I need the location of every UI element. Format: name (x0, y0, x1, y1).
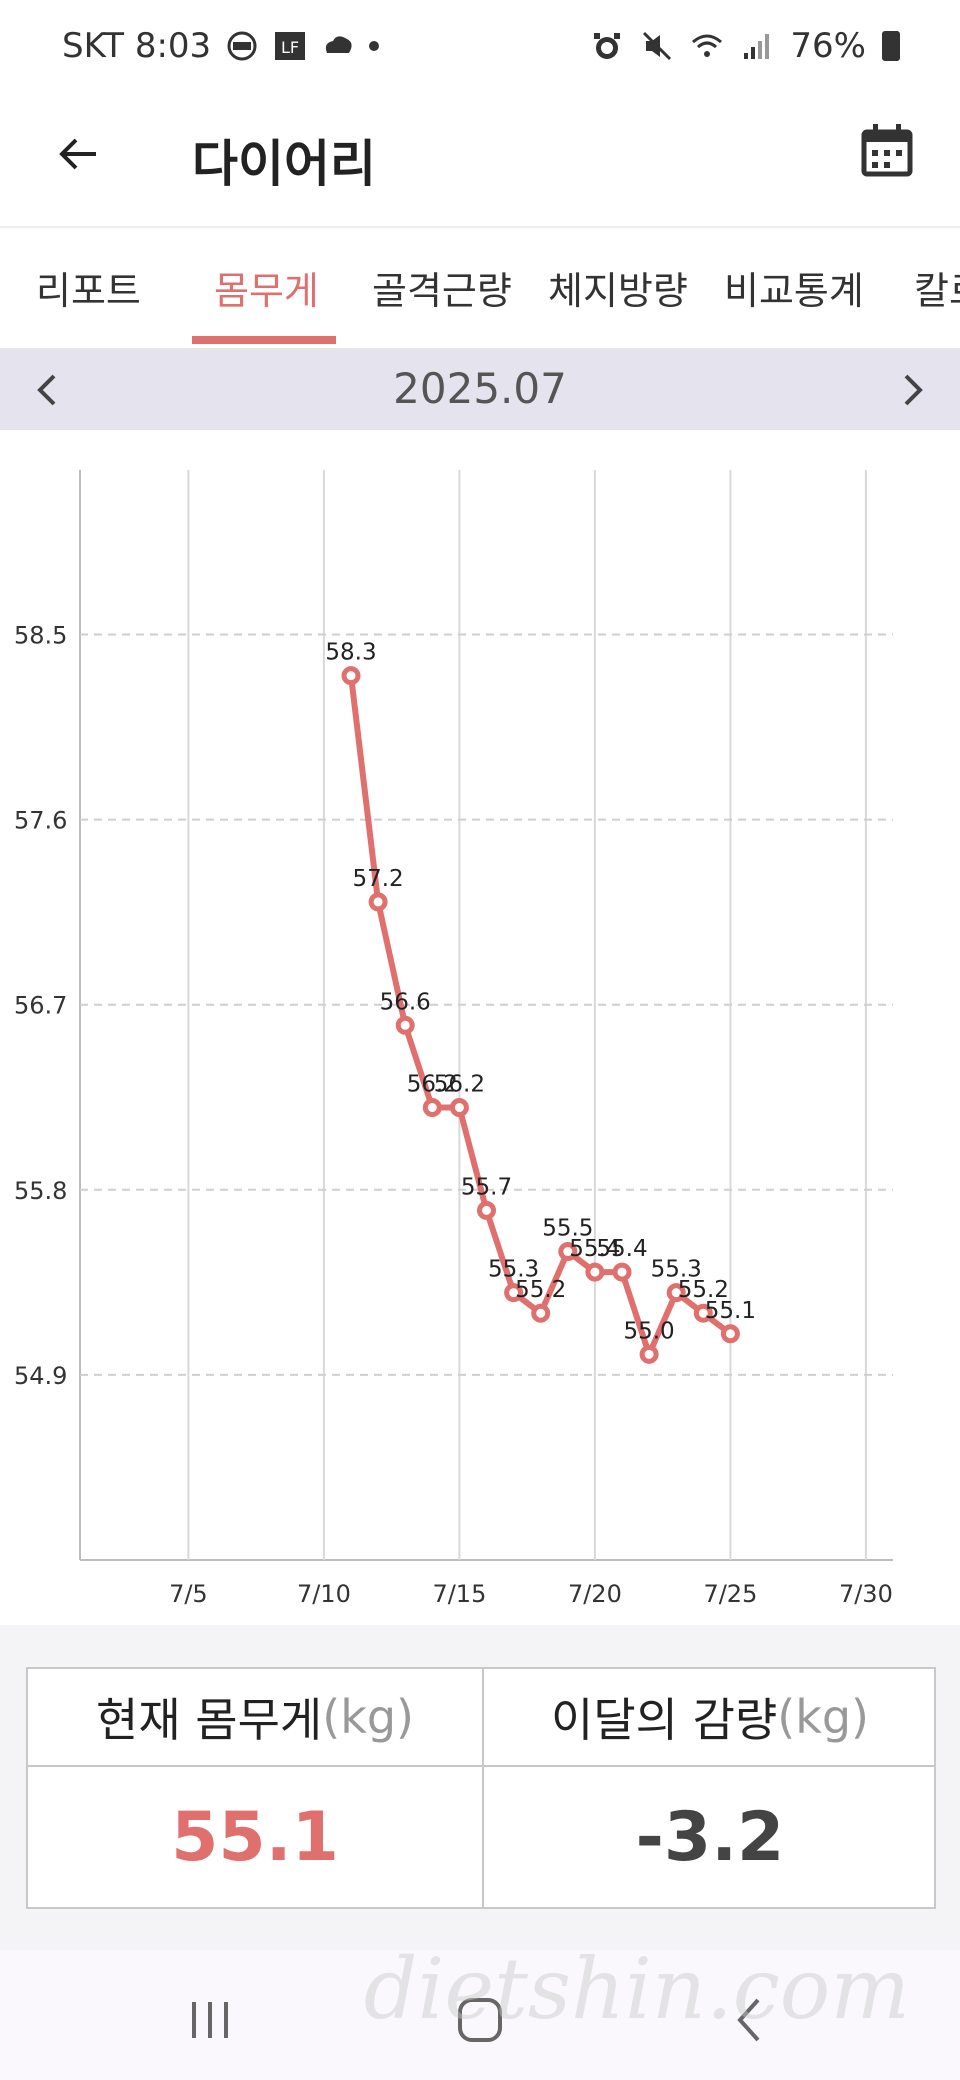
recent-apps-icon[interactable] (180, 1990, 240, 2050)
x-tick-label: 7/5 (169, 1580, 208, 1608)
data-point (477, 1200, 496, 1220)
current-weight-label: 현재 몸무게 (96, 1693, 323, 1747)
cloud-icon (326, 36, 352, 53)
lf-icon: LF (275, 32, 306, 60)
month-label: 2025.07 (393, 364, 567, 413)
data-point (558, 1242, 578, 1262)
data-label: 56.6 (380, 989, 431, 1015)
monthly-loss-column: 이달의 감량 (kg) -3.2 (482, 1669, 936, 1907)
data-label: 55.1 (705, 1298, 756, 1324)
x-tick-label: 7/30 (839, 1580, 893, 1608)
y-tick-label: 57.6 (14, 807, 67, 835)
x-tick-label: 7/20 (568, 1580, 622, 1608)
calendar-icon[interactable] (858, 122, 916, 180)
current-weight-header: 현재 몸무게 (kg) (28, 1669, 482, 1767)
back-icon[interactable] (720, 1990, 780, 2050)
data-point (612, 1262, 632, 1282)
data-label: 55.4 (569, 1236, 620, 1262)
monthly-loss-header: 이달의 감량 (kg) (484, 1669, 936, 1767)
data-label: 55.2 (678, 1277, 729, 1303)
svg-text:LF: LF (281, 38, 299, 57)
current-weight-value: 55.1 (171, 1797, 339, 1877)
monthly-loss-unit: (kg) (777, 1690, 869, 1744)
wifi-icon (692, 34, 723, 57)
data-point (585, 1262, 605, 1282)
dash-icon (227, 31, 257, 61)
data-label: 55.3 (651, 1257, 702, 1283)
data-label: 55.0 (623, 1318, 674, 1344)
month-navigator: 2025.07 (0, 350, 960, 430)
summary-section: 현재 몸무게 (kg) 55.1 이달의 감량 (kg) -3.2 (0, 1625, 960, 1950)
tab-calorie[interactable]: 칼로 (914, 269, 960, 313)
data-point (693, 1303, 713, 1323)
current-weight-column: 현재 몸무게 (kg) 55.1 (28, 1669, 482, 1907)
data-label: 58.3 (325, 640, 376, 666)
tab-muscle-mass[interactable]: 골격근량 (372, 269, 512, 313)
data-point (422, 1098, 442, 1118)
data-label: 57.2 (352, 866, 403, 892)
x-tick-label: 7/10 (297, 1580, 351, 1608)
data-label: 55.4 (596, 1236, 647, 1262)
chart-svg: 7/5 7/10 7/15 7/20 7/25 7/30 58.5 57.6 56.7 55.8 5… (14, 470, 893, 1608)
data-label: 55.3 (488, 1257, 539, 1283)
x-tick-label: 7/25 (703, 1580, 757, 1608)
monthly-loss-value: -3.2 (635, 1797, 785, 1877)
monthly-loss-label: 이달의 감량 (551, 1693, 778, 1747)
status-left: SKT 8:03 LF (62, 26, 380, 66)
arrow-left-icon[interactable] (48, 124, 108, 184)
data-point (639, 1344, 659, 1364)
active-tab-indicator (192, 336, 336, 344)
y-tick-label: 55.8 (14, 1177, 67, 1205)
home-icon[interactable] (450, 1990, 510, 2050)
tab-comparison[interactable]: 비교통계 (724, 269, 864, 313)
y-tick-label: 56.7 (14, 992, 67, 1020)
carrier-time: SKT 8:03 (62, 26, 212, 66)
battery-icon (882, 31, 900, 61)
page-title: 다이어리 (192, 135, 376, 193)
y-tick-label: 54.9 (14, 1362, 67, 1390)
tab-weight[interactable]: 몸무게 (214, 269, 319, 313)
x-tick-label: 7/15 (432, 1580, 486, 1608)
weight-chart: 7/5 7/10 7/15 7/20 7/25 7/30 58.5 57.6 56.7 55.8 5… (0, 430, 960, 1625)
data-point (666, 1283, 686, 1303)
status-bar: SKT 8:03 LF 76% (0, 0, 960, 96)
data-label: 56.2 (434, 1072, 485, 1098)
battery-percent: 76% (790, 26, 866, 66)
data-point (341, 666, 361, 686)
tab-body-fat[interactable]: 체지방량 (548, 269, 688, 313)
data-point (368, 892, 388, 912)
summary-table: 현재 몸무게 (kg) 55.1 이달의 감량 (kg) -3.2 (26, 1667, 936, 1909)
current-weight-unit: (kg) (322, 1690, 414, 1744)
data-label: 55.7 (461, 1174, 512, 1200)
chevron-right-icon[interactable] (890, 368, 934, 412)
data-label: 55.5 (542, 1216, 593, 1242)
y-tick-label: 58.5 (14, 622, 67, 650)
data-point (449, 1098, 469, 1118)
app-bar: 다이어리 (0, 96, 960, 228)
watermark: dietshin.com (363, 1940, 910, 2038)
data-point (720, 1324, 740, 1344)
data-point (504, 1283, 524, 1303)
data-label: 56.2 (407, 1072, 458, 1098)
data-point (395, 1015, 415, 1035)
tab-bar: 리포트 몸무게 골격근량 체지방량 비교통계 칼로 (0, 232, 960, 350)
data-label: 55.2 (515, 1277, 566, 1303)
mute-icon (643, 31, 672, 61)
status-right: 76% (590, 26, 900, 66)
chevron-left-icon[interactable] (26, 368, 70, 412)
data-point (531, 1303, 551, 1323)
dot-icon (369, 41, 380, 51)
tab-report[interactable]: 리포트 (36, 269, 141, 313)
system-nav-bar (0, 1950, 960, 2080)
alarm-icon (594, 33, 621, 59)
signal-icon (744, 34, 770, 59)
